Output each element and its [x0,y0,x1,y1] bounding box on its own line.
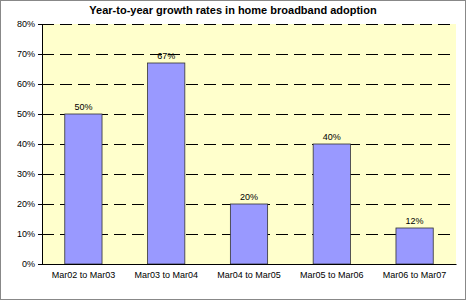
grid-line [42,54,456,55]
y-tick: 80% [17,19,42,29]
y-tick-label: 70% [17,49,35,59]
grid-line [42,174,456,175]
data-label: 20% [240,192,258,202]
bar [65,114,102,264]
y-tick-mark [38,264,42,265]
grid-line [42,84,456,85]
grid-line [42,144,456,145]
y-tick: 0% [22,259,42,269]
y-tick: 30% [17,169,42,179]
x-tick-label: Mar04 to Mar05 [217,270,281,280]
chart: Year-to-year growth rates in home broadb… [0,0,466,300]
bar [148,63,185,264]
y-tick: 50% [17,109,42,119]
x-axis: Mar02 to Mar03 Mar03 to Mar04 Mar04 to Mar… [43,264,457,280]
x-tick: Mar03 to Mar04 [134,264,198,280]
y-tick-mark [38,114,42,115]
data-labels: 50% 67% 20% 40% 12% [74,51,423,226]
y-tick-label: 40% [17,139,35,149]
y-tick-mark [38,144,42,145]
title: Year-to-year growth rates in home broadb… [89,4,377,16]
y-tick-mark [38,234,42,235]
x-tick-label: Mar03 to Mar04 [134,270,198,280]
y-tick: 20% [17,199,42,209]
y-tick-label: 20% [17,199,35,209]
x-tick: Mar04 to Mar05 [217,264,281,280]
data-label: 12% [406,216,424,226]
y-tick-label: 10% [17,229,35,239]
chart-frame [1,1,466,300]
y-tick-label: 0% [22,259,35,269]
y-tick-mark [38,84,42,85]
y-tick: 10% [17,229,42,239]
x-tick: Mar06 to Mar07 [383,264,447,280]
y-tick-mark [38,54,42,55]
y-axis-line [38,25,43,265]
data-label: 67% [157,51,175,61]
grid [42,24,456,264]
y-tick-mark [38,204,42,205]
grid-line [42,114,456,115]
y-tick-label: 30% [17,169,35,179]
plot-background [42,24,456,264]
y-tick: 40% [17,139,42,149]
grid-line [42,24,456,25]
bars [65,63,433,264]
bar [230,204,267,264]
y-tick: 60% [17,79,42,89]
y-tick-mark [38,24,42,25]
data-label: 50% [74,102,92,112]
bar [396,228,433,264]
x-tick-label: Mar06 to Mar07 [383,270,447,280]
y-tick-mark [38,174,42,175]
x-axis-line [43,264,457,265]
y-tick-label: 50% [17,109,35,119]
y-tick: 70% [17,49,42,59]
data-label: 40% [323,132,341,142]
x-tick: Mar02 to Mar03 [52,264,116,280]
x-tick: Mar05 to Mar06 [300,264,364,280]
y-tick-label: 60% [17,79,35,89]
x-tick-label: Mar05 to Mar06 [300,270,364,280]
bar [313,144,350,264]
x-tick-label: Mar02 to Mar03 [52,270,116,280]
y-axis: 0% 10% 20% 30% 40% 50% 60% 70% 80% [17,19,43,269]
plot: 50% 67% 20% 40% 12% 0% 10% 20% 30% 40% 50% 60% 70% 80… [17,19,457,280]
y-tick-label: 80% [17,19,35,29]
